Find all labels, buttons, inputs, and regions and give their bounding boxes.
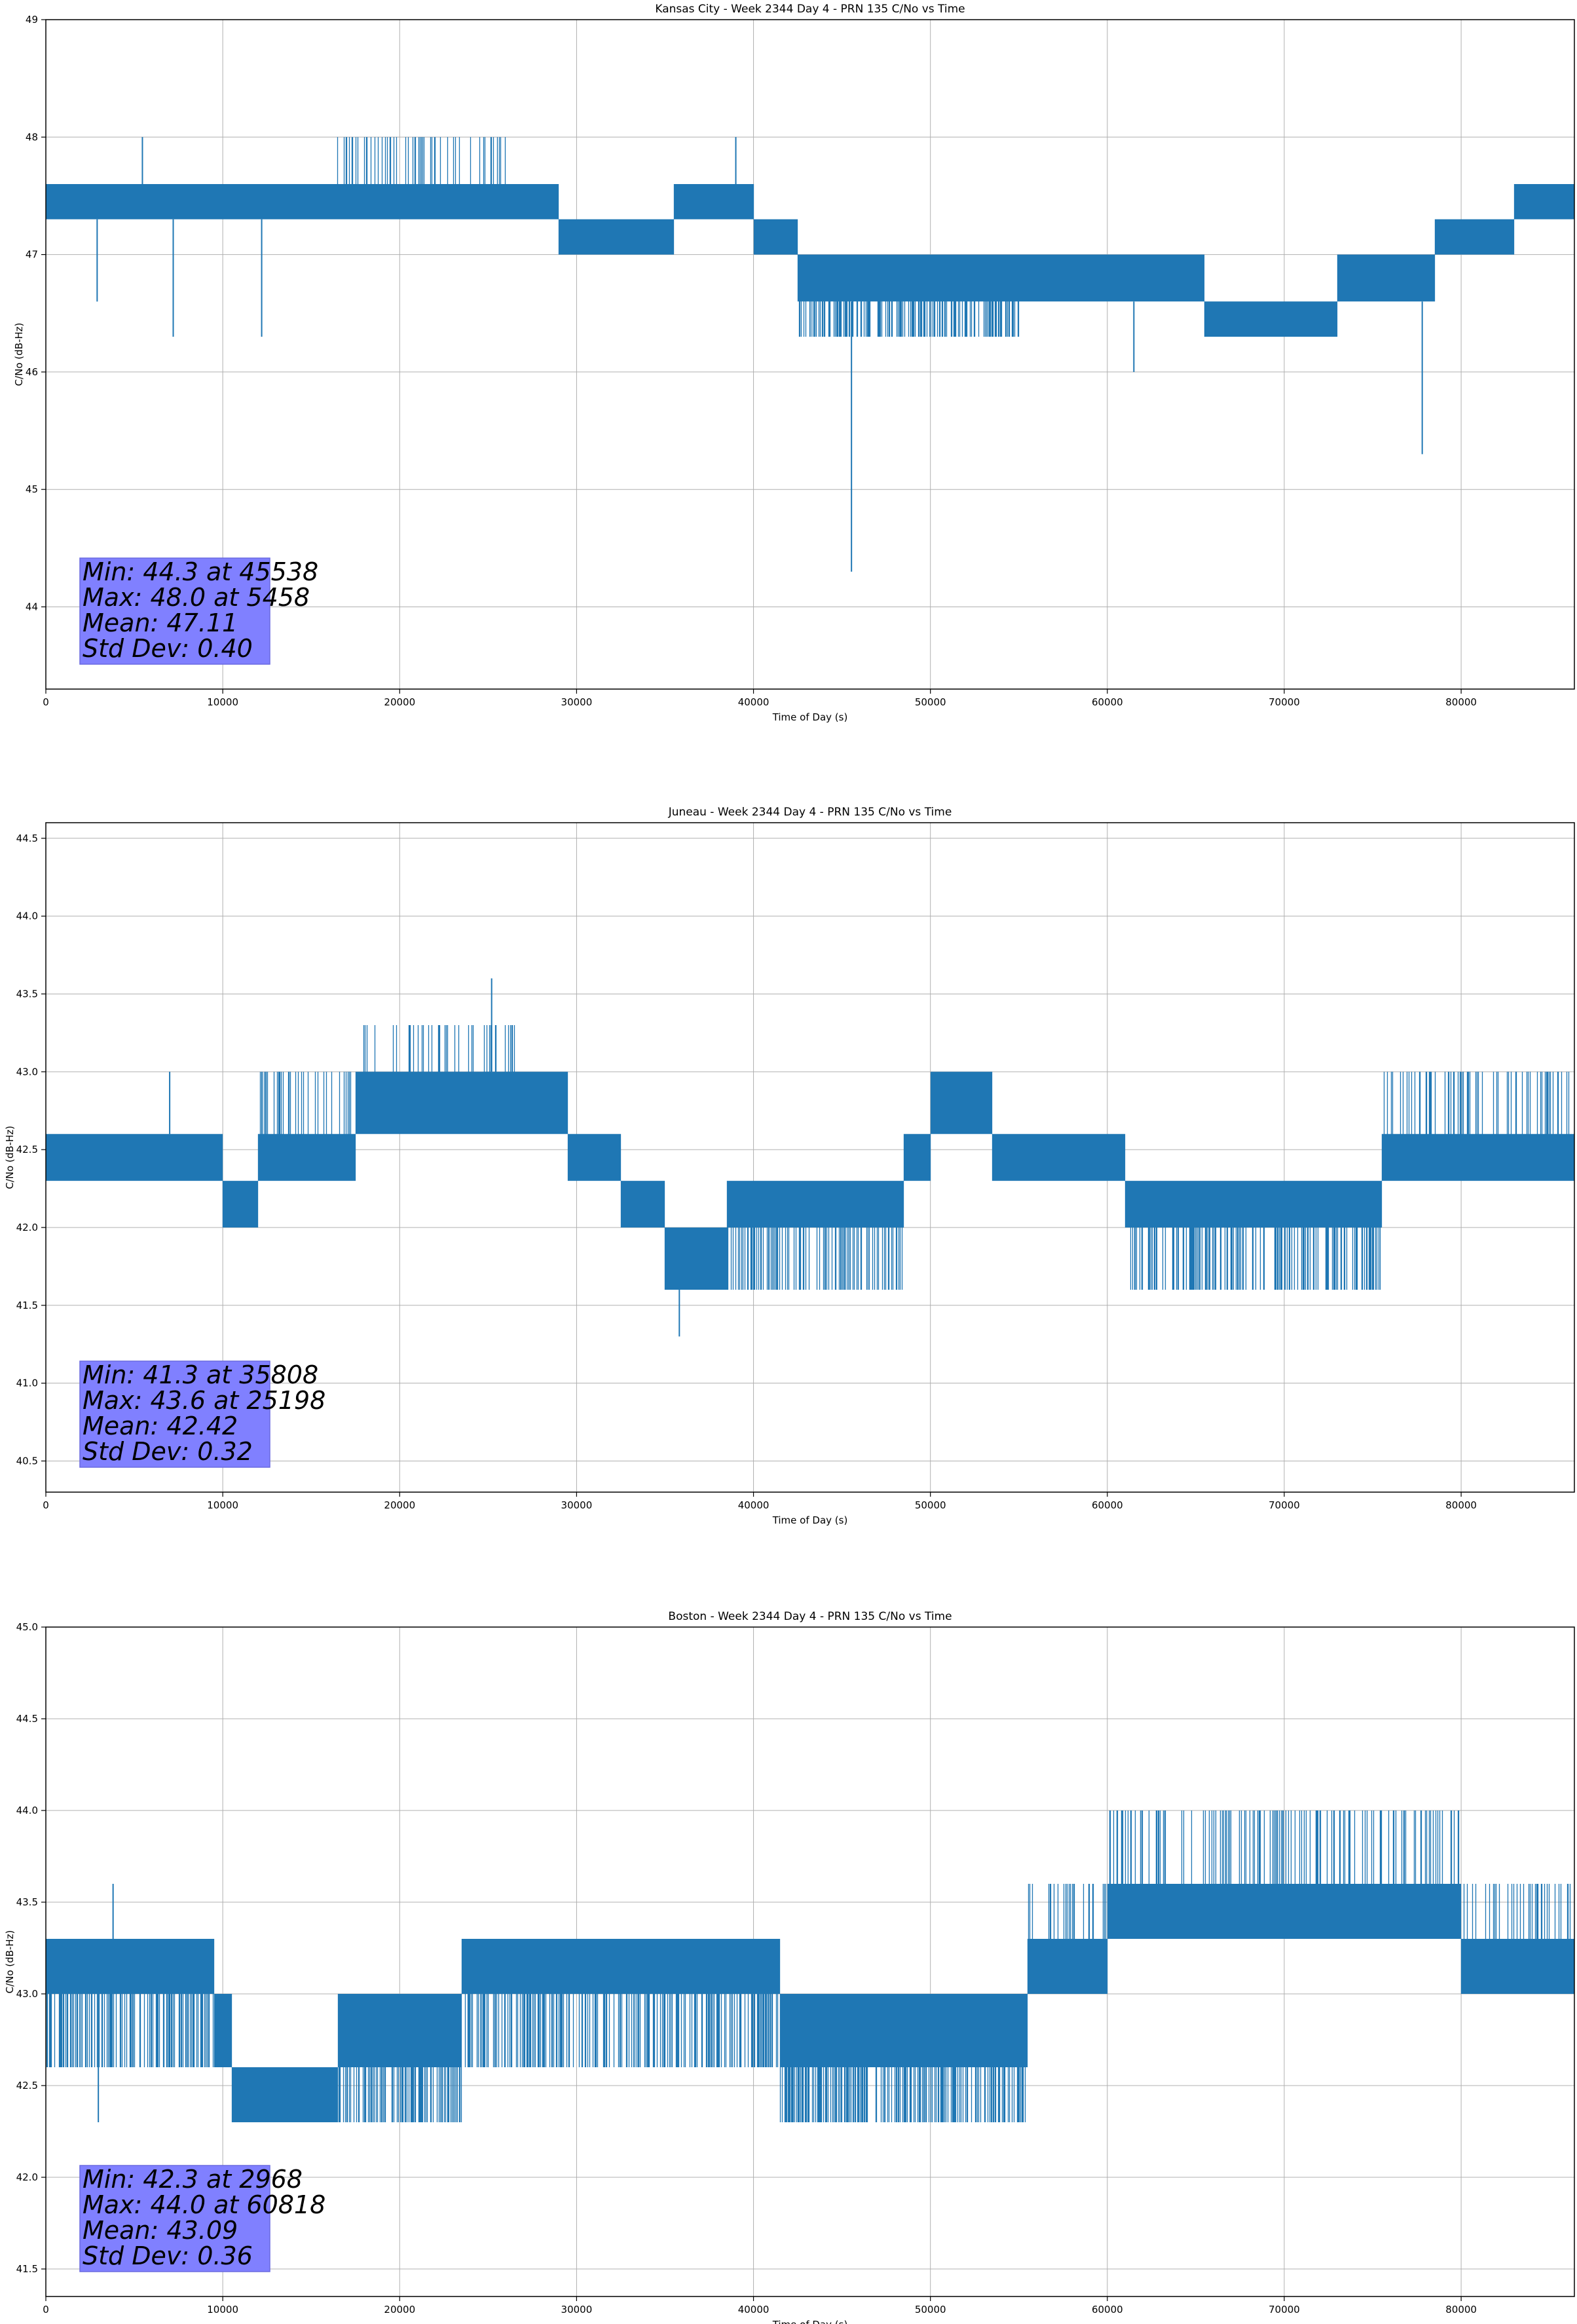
x-tick-label: 80000 <box>1445 696 1477 708</box>
x-tick-label: 40000 <box>738 2304 770 2315</box>
x-tick-label: 50000 <box>915 1499 946 1511</box>
y-tick-label: 44.0 <box>16 1805 38 1816</box>
x-tick-label: 0 <box>43 2304 49 2315</box>
x-tick-label: 60000 <box>1092 1499 1123 1511</box>
x-tick-label: 30000 <box>561 2304 593 2315</box>
x-tick-label: 70000 <box>1269 1499 1300 1511</box>
y-tick-label: 45.0 <box>16 1621 38 1633</box>
y-tick-label: 44.5 <box>16 1713 38 1725</box>
y-tick-label: 43.0 <box>16 1066 38 1078</box>
y-tick-label: 41.5 <box>16 2263 38 2275</box>
y-tick-label: 44 <box>26 601 38 612</box>
stats-max: Max: 48.0 at 5458 <box>83 583 310 612</box>
stats-min: Min: 44.3 at 45538 <box>83 557 318 586</box>
x-tick-label: 70000 <box>1269 2304 1300 2315</box>
x-tick-label: 20000 <box>384 1499 415 1511</box>
y-tick-label: 43.5 <box>16 1896 38 1908</box>
y-tick-label: 42.0 <box>16 1222 38 1233</box>
x-tick-label: 10000 <box>207 696 238 708</box>
stats-std-dev: Std Dev: 0.36 <box>83 2241 253 2270</box>
x-tick-label: 60000 <box>1092 2304 1123 2315</box>
y-axis-label: C/No (dB-Hz) <box>4 1930 16 1994</box>
y-tick-label: 41.5 <box>16 1300 38 1311</box>
x-tick-label: 80000 <box>1445 1499 1477 1511</box>
x-tick-label: 30000 <box>561 1499 593 1511</box>
y-tick-label: 46 <box>26 366 38 378</box>
chart-title: Kansas City - Week 2344 Day 4 - PRN 135 … <box>655 3 965 16</box>
y-axis-label: C/No (dB-Hz) <box>4 1126 16 1190</box>
x-tick-label: 50000 <box>915 2304 946 2315</box>
stats-mean: Mean: 47.11 <box>83 609 238 637</box>
chart-title: Boston - Week 2344 Day 4 - PRN 135 C/No … <box>668 1610 952 1623</box>
stats-max: Max: 44.0 at 60818 <box>83 2190 325 2219</box>
x-axis-label: Time of Day (s) <box>772 2319 848 2324</box>
x-tick-label: 80000 <box>1445 2304 1477 2315</box>
x-tick-label: 50000 <box>915 696 946 708</box>
stats-max: Max: 43.6 at 25198 <box>83 1386 325 1415</box>
y-tick-label: 42.5 <box>16 2080 38 2091</box>
axes-frame <box>45 822 1575 1493</box>
x-tick-label: 0 <box>43 696 49 708</box>
y-tick-label: 42.0 <box>16 2171 38 2183</box>
y-tick-label: 44.0 <box>16 910 38 922</box>
x-tick-label: 10000 <box>207 2304 238 2315</box>
x-tick-label: 20000 <box>384 696 415 708</box>
stats-box-background <box>79 1360 270 1468</box>
stats-std-dev: Std Dev: 0.32 <box>83 1437 253 1466</box>
axes-frame <box>45 1626 1575 2297</box>
y-tick-label: 40.5 <box>16 1455 38 1467</box>
x-tick-label: 0 <box>43 1499 49 1511</box>
y-axis-label: C/No (dB-Hz) <box>13 323 25 386</box>
x-axis-label: Time of Day (s) <box>772 1514 848 1526</box>
stats-box-background <box>79 557 270 665</box>
x-tick-label: 20000 <box>384 2304 415 2315</box>
chart-panel-2: 0 10000 20000 30000 40000 50000 60000 70000 8000… <box>4 806 1575 1526</box>
y-tick-label: 48 <box>26 131 38 143</box>
chart-panel-3: 0 10000 20000 30000 40000 50000 60000 70000 8000… <box>4 1610 1575 2324</box>
y-tick-label: 43.0 <box>16 1988 38 2000</box>
stats-std-dev: Std Dev: 0.40 <box>83 634 253 663</box>
x-tick-label: 10000 <box>207 1499 238 1511</box>
x-tick-label: 70000 <box>1269 696 1300 708</box>
y-tick-label: 45 <box>26 483 38 495</box>
x-axis-label: Time of Day (s) <box>772 711 848 723</box>
x-tick-label: 40000 <box>738 696 770 708</box>
stats-box-background <box>79 2165 270 2272</box>
y-tick-label: 44.5 <box>16 833 38 844</box>
chart-title: Juneau - Week 2344 Day 4 - PRN 135 C/No … <box>668 806 952 819</box>
y-tick-label: 49 <box>26 14 38 26</box>
stats-mean: Mean: 42.42 <box>83 1412 238 1440</box>
y-tick-label: 41.0 <box>16 1378 38 1389</box>
axes-frame <box>45 19 1575 690</box>
stats-mean: Mean: 43.09 <box>83 2216 238 2245</box>
y-tick-label: 42.5 <box>16 1144 38 1155</box>
stats-min: Min: 41.3 at 35808 <box>83 1360 318 1389</box>
y-tick-label: 47 <box>26 249 38 261</box>
x-tick-label: 40000 <box>738 1499 770 1511</box>
chart-panel-1: 0 10000 20000 30000 40000 50000 60000 70000 8000… <box>13 3 1575 723</box>
x-tick-label: 60000 <box>1092 696 1123 708</box>
stats-min: Min: 42.3 at 2968 <box>83 2165 303 2194</box>
x-tick-label: 30000 <box>561 696 593 708</box>
y-tick-label: 43.5 <box>16 988 38 1000</box>
